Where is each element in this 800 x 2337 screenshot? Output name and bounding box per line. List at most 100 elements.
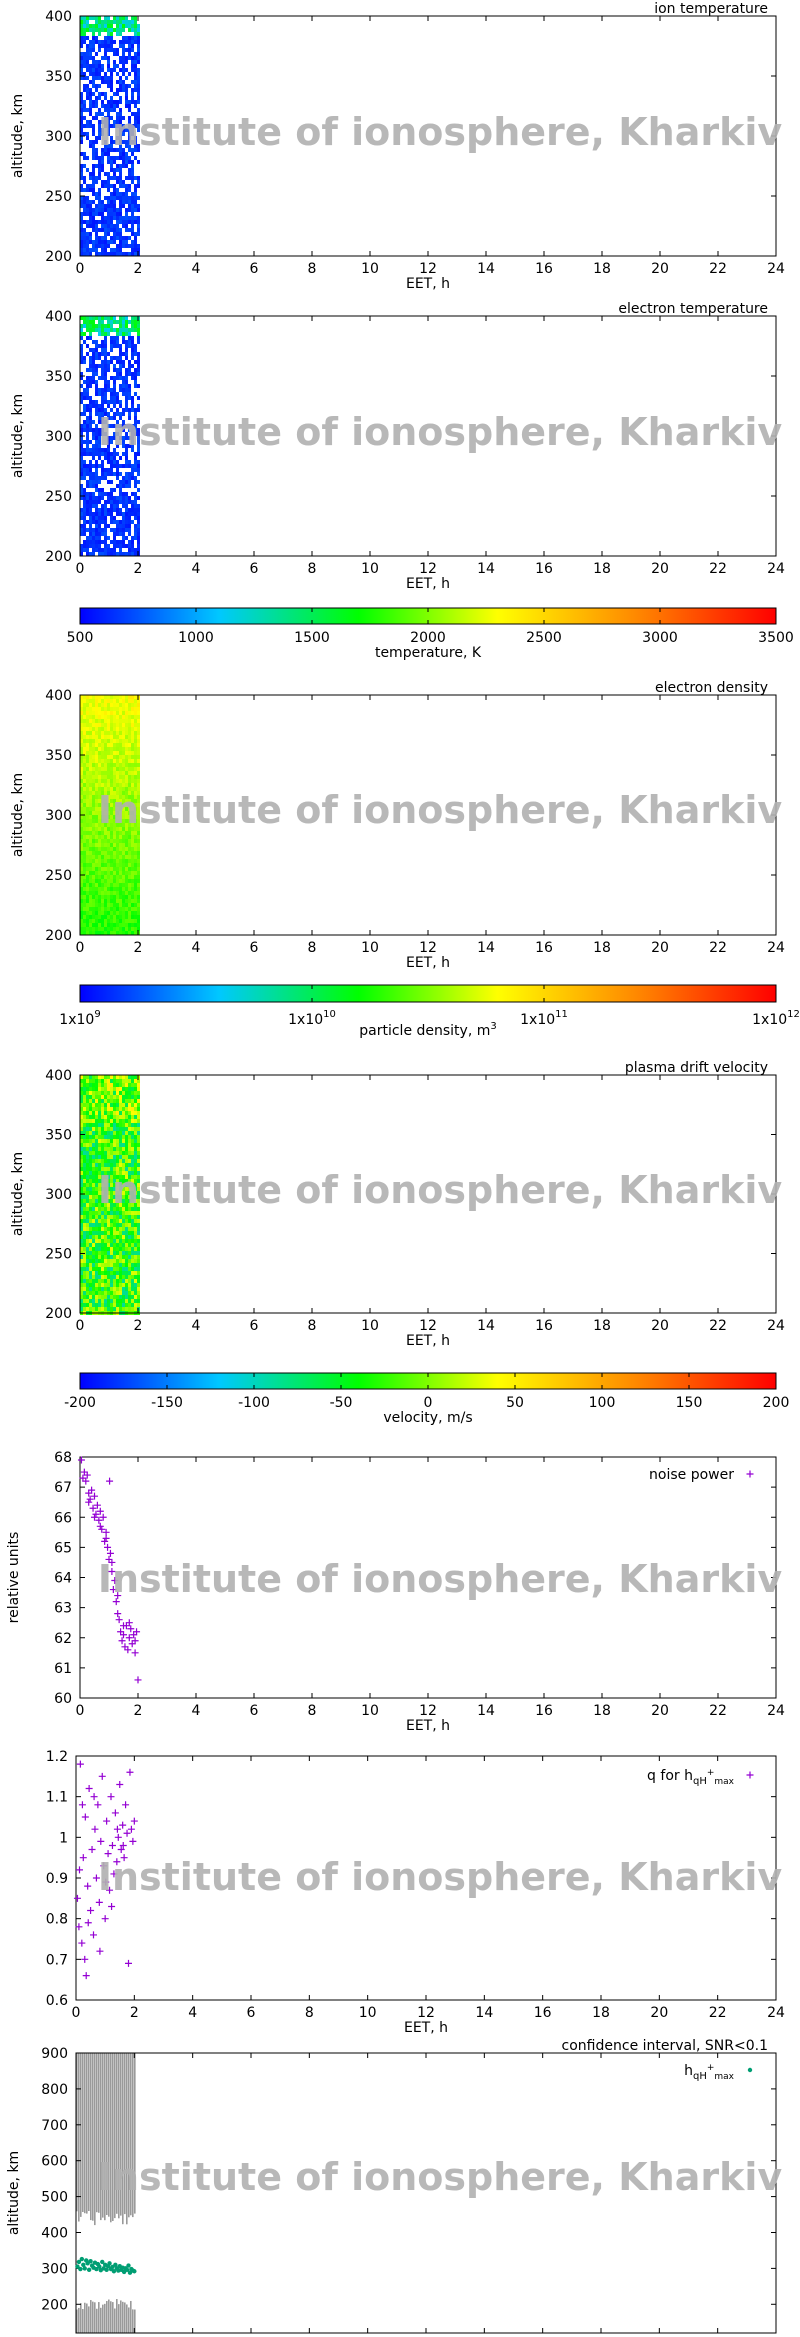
heatmap-cell [95,1279,98,1283]
y-tick-label: 400 [45,9,72,25]
heatmap-cell [98,751,101,755]
heatmap-cell [95,747,98,751]
heatmap-cell [125,400,128,404]
heatmap-cell [113,1259,116,1263]
heatmap-cell [107,1231,110,1235]
heatmap-cell [95,344,98,348]
heatmap-cell [83,104,86,108]
heatmap-cell [86,352,89,356]
heatmap-cell [95,843,98,847]
heatmap-cell [110,1295,113,1299]
heatmap-cell [80,819,83,823]
heatmap-cell [83,1199,86,1203]
heatmap-cell [83,540,86,544]
heatmap-cell [110,747,113,751]
heatmap-cell [80,723,83,727]
heatmap-cell [131,536,134,540]
heatmap-cell [125,843,128,847]
heatmap-cell [83,1183,86,1187]
heatmap-cell [83,52,86,56]
heatmap-cell [104,1255,107,1259]
y-tick-label: 200 [45,249,72,265]
heatmap-cell [92,364,95,368]
heatmap-cell [122,755,125,759]
heatmap-cell [110,456,113,460]
heatmap-cell [122,240,125,244]
heatmap-cell [95,699,98,703]
heatmap-cell [131,1147,134,1151]
heatmap-cell [128,24,131,28]
heatmap-cell [134,412,137,416]
heatmap-cell [83,24,86,28]
heatmap-cell [131,855,134,859]
heatmap-cell [116,252,119,256]
heatmap-cell [122,1091,125,1095]
heatmap-cell [137,532,140,536]
x-tick-label: 0 [76,1703,85,1719]
heatmap-cell [92,36,95,40]
heatmap-cell [134,392,137,396]
heatmap-cell [125,96,128,100]
heatmap-cell [128,392,131,396]
heatmap-cell [89,863,92,867]
heatmap-cell [113,212,116,216]
data-point [125,1634,133,1642]
y-tick-label: 63 [54,1601,72,1617]
heatmap-cell [101,252,104,256]
heatmap-cell [116,212,119,216]
heatmap-cell [116,468,119,472]
heatmap-cell [101,719,104,723]
heatmap-cell [137,384,140,388]
heatmap-cell [92,248,95,252]
heatmap-cell [125,923,128,927]
heatmap-cell [125,128,128,132]
heatmap-cell [113,1219,116,1223]
heatmap-cell [107,184,110,188]
heatmap-cell [101,432,104,436]
heatmap-cell [98,404,101,408]
heatmap-cell [95,364,98,368]
heatmap-cell [98,356,101,360]
heatmap-cell [110,1231,113,1235]
heatmap-cell [122,152,125,156]
heatmap-cell [125,140,128,144]
heatmap-cell [86,200,89,204]
heatmap-cell [137,727,140,731]
heatmap-cell [83,1223,86,1227]
heatmap-cell [92,1223,95,1227]
heatmap-cell [125,835,128,839]
legend-label: hqH+max [684,2063,735,2082]
heatmap-cell [86,484,89,488]
heatmap-cell [107,512,110,516]
heatmap-cell [128,859,131,863]
heatmap-cell [125,755,128,759]
data-point [746,1470,754,1478]
heatmap-cell [80,1163,83,1167]
heatmap-cell [101,923,104,927]
heatmap-cell [119,1075,122,1079]
heatmap-cell [95,24,98,28]
heatmap-cell [128,747,131,751]
confidence-upper-bar [108,2053,110,2217]
heatmap-cell [95,1091,98,1095]
heatmap-cell [80,1179,83,1183]
heatmap-cell [83,472,86,476]
heatmap-cell [122,1135,125,1139]
heatmap-cell [104,16,107,20]
heatmap-cell [113,472,116,476]
heatmap-cell [134,376,137,380]
heatmap-cell [128,1295,131,1299]
heatmap-cell [107,911,110,915]
colorbar-tick-label: 1x1010 [288,1009,336,1028]
heatmap-cell [113,1119,116,1123]
heatmap-cell [134,1227,137,1231]
heatmap-cell [98,376,101,380]
heatmap-cell [95,512,98,516]
heatmap-cell [95,727,98,731]
heatmap-cell [116,795,119,799]
heatmap-cell [110,424,113,428]
heatmap-cell [116,815,119,819]
heatmap-cell [137,1279,140,1283]
plasma-drift-velocity-cells [80,1075,140,1315]
heatmap-cell [125,244,128,248]
